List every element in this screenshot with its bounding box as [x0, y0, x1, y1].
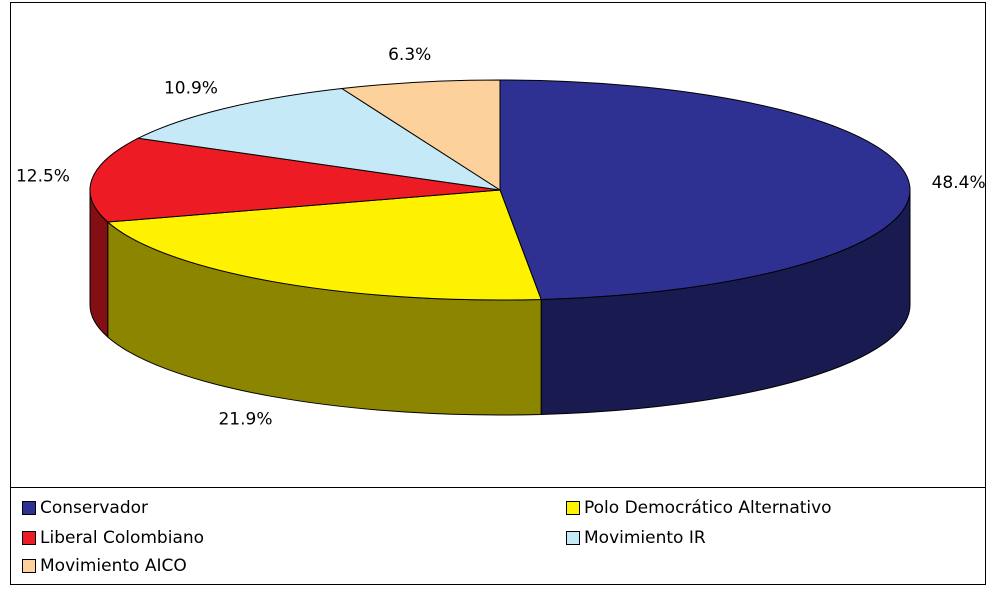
legend-label: Polo Democrático Alternativo [584, 498, 832, 518]
legend-swatch [22, 501, 36, 515]
data-label: 21.9% [218, 409, 272, 429]
slice [106, 189, 542, 301]
legend-label: Movimiento IR [584, 528, 706, 548]
legend-swatch [566, 531, 580, 545]
legend-swatch [22, 531, 36, 545]
legend-label: Liberal Colombiano [40, 528, 204, 548]
legend-box [10, 487, 986, 585]
slice [136, 87, 501, 191]
slice [89, 137, 501, 223]
legend-label: Movimiento AICO [40, 556, 187, 576]
data-label: 10.9% [164, 78, 218, 98]
data-label: 6.3% [388, 45, 431, 65]
data-label: 48.4% [932, 173, 986, 193]
legend-swatch [566, 501, 580, 515]
legend-swatch [22, 559, 36, 573]
slice [340, 79, 501, 191]
data-label: 12.5% [16, 167, 70, 187]
legend-label: Conservador [40, 498, 148, 518]
slice [499, 79, 911, 300]
